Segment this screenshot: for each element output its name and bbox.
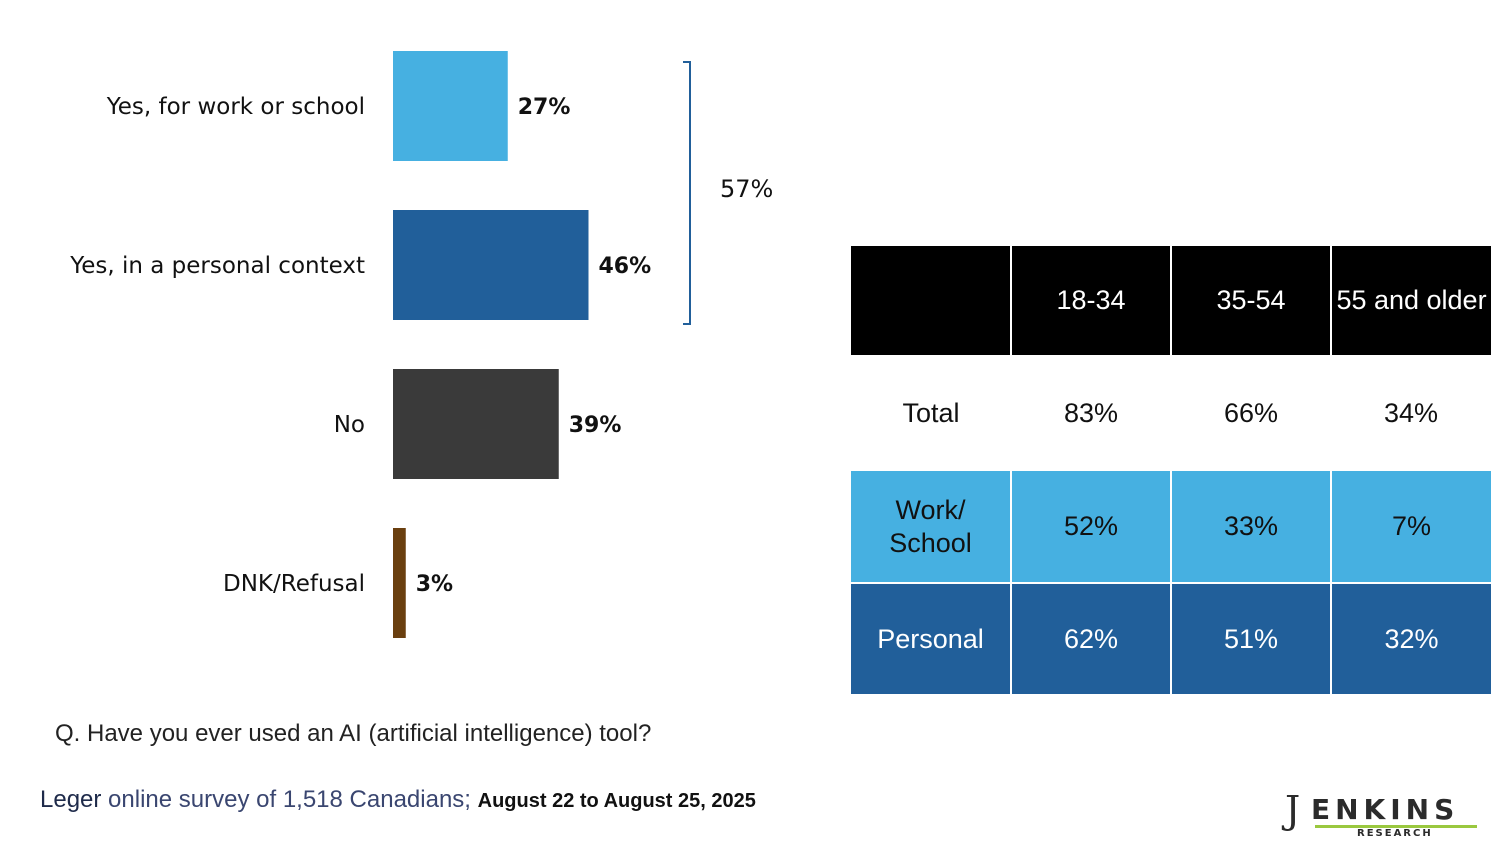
source-dates: August 22 to August 25, 2025 bbox=[477, 790, 756, 812]
table-header-row: 18-34 35-54 55 and older bbox=[851, 246, 1491, 355]
table-cell: 62% bbox=[1010, 583, 1171, 694]
category-label: Yes, for work or school bbox=[106, 94, 365, 120]
survey-question: Q. Have you ever used an AI (artificial … bbox=[55, 720, 652, 747]
source-brand: Leger bbox=[40, 786, 102, 813]
logo-subtitle: RESEARCH bbox=[1357, 828, 1433, 839]
table-header-55-older: 55 and older bbox=[1330, 246, 1491, 355]
category-label: No bbox=[334, 412, 365, 438]
table-cell: 66% bbox=[1171, 355, 1331, 471]
table-header-18-34: 18-34 bbox=[1010, 246, 1171, 355]
table-cell: 33% bbox=[1170, 471, 1331, 584]
usage-bar-chart: Yes, for work or school 27% Yes, in a pers… bbox=[69, 51, 773, 638]
value-label: 39% bbox=[569, 413, 622, 438]
source-note: Leger online survey of 1,518 Canadians; … bbox=[40, 786, 756, 814]
table-header-empty bbox=[851, 246, 1011, 355]
table-cell: 52% bbox=[1010, 471, 1171, 584]
bar-no bbox=[393, 369, 559, 479]
bar-yes-for-work-or-school bbox=[393, 51, 508, 161]
row-label: Total bbox=[851, 355, 1011, 471]
age-breakdown-table: 18-34 35-54 55 and older Total 83% 66% 3… bbox=[851, 246, 1491, 694]
bar-yes-in-a-personal-context bbox=[393, 210, 589, 320]
table-header-35-54: 35-54 bbox=[1170, 246, 1331, 355]
table-cell: 51% bbox=[1170, 583, 1331, 694]
source-description: online survey of 1,518 Canadians; bbox=[101, 786, 478, 813]
logo-wordmark: ENKINS bbox=[1311, 793, 1460, 826]
row-label: Personal bbox=[851, 583, 1011, 694]
logo-letter: J bbox=[1285, 788, 1301, 832]
table-row-total: Total 83% 66% 34% bbox=[851, 355, 1491, 471]
value-label: 27% bbox=[518, 95, 571, 120]
table-cell: 32% bbox=[1330, 583, 1491, 694]
table-cell: 34% bbox=[1331, 355, 1491, 471]
bar-dnk-refusal bbox=[393, 528, 406, 638]
value-label: 46% bbox=[599, 254, 652, 279]
table-cell: 83% bbox=[1011, 355, 1171, 471]
category-label: DNK/Refusal bbox=[223, 571, 365, 597]
bracket-total-label: 57% bbox=[720, 175, 773, 203]
row-label: Work/ School bbox=[851, 471, 1011, 584]
logo-accent-bar bbox=[1315, 825, 1477, 828]
value-label: 3% bbox=[416, 572, 453, 597]
jenkins-research-logo: J ENKINS RESEARCH bbox=[1285, 788, 1480, 839]
table-cell: 7% bbox=[1330, 471, 1491, 584]
category-label: Yes, in a personal context bbox=[69, 253, 365, 279]
table-row-personal: Personal 62% 51% 32% bbox=[851, 583, 1491, 694]
yes-bracket bbox=[683, 61, 691, 325]
table-row-work-school: Work/ School 52% 33% 7% bbox=[851, 471, 1491, 584]
